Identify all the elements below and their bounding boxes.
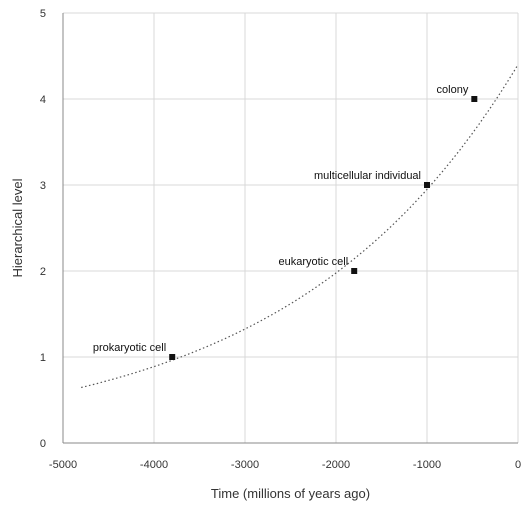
x-tick-label: -2000: [322, 459, 350, 471]
point-label: multicellular individual: [314, 170, 421, 182]
point-annotations: prokaryotic cell eukaryotic cell multicell…: [93, 84, 469, 354]
point-label: prokaryotic cell: [93, 342, 166, 354]
y-tick-label: 4: [40, 94, 46, 106]
data-points: [169, 96, 478, 360]
x-tick-label: -3000: [231, 459, 259, 471]
y-tick-label: 0: [40, 438, 46, 450]
trendline: [81, 64, 519, 389]
data-point: [351, 268, 358, 274]
grid: [63, 12, 519, 443]
y-tick-label: 3: [40, 180, 46, 192]
x-tick-labels: -5000 -4000 -3000 -2000 -1000 0: [49, 459, 521, 471]
data-point: [169, 354, 176, 360]
x-axis-label: Time (millions of years ago): [211, 486, 370, 501]
y-axis-label: Hierarchical level: [10, 178, 25, 277]
point-label: eukaryotic cell: [278, 256, 348, 268]
y-tick-label: 1: [40, 352, 46, 364]
axes: [62, 13, 518, 444]
x-tick-label: -4000: [140, 459, 168, 471]
y-tick-label: 5: [40, 8, 46, 20]
x-tick-label: 0: [515, 459, 521, 471]
y-tick-labels: 0 1 2 3 4 5: [40, 8, 46, 450]
data-point: [424, 182, 430, 188]
x-tick-label: -1000: [413, 459, 441, 471]
point-label: colony: [437, 84, 469, 96]
x-tick-label: -5000: [49, 459, 77, 471]
data-point: [471, 96, 478, 102]
y-tick-label: 2: [40, 266, 46, 278]
